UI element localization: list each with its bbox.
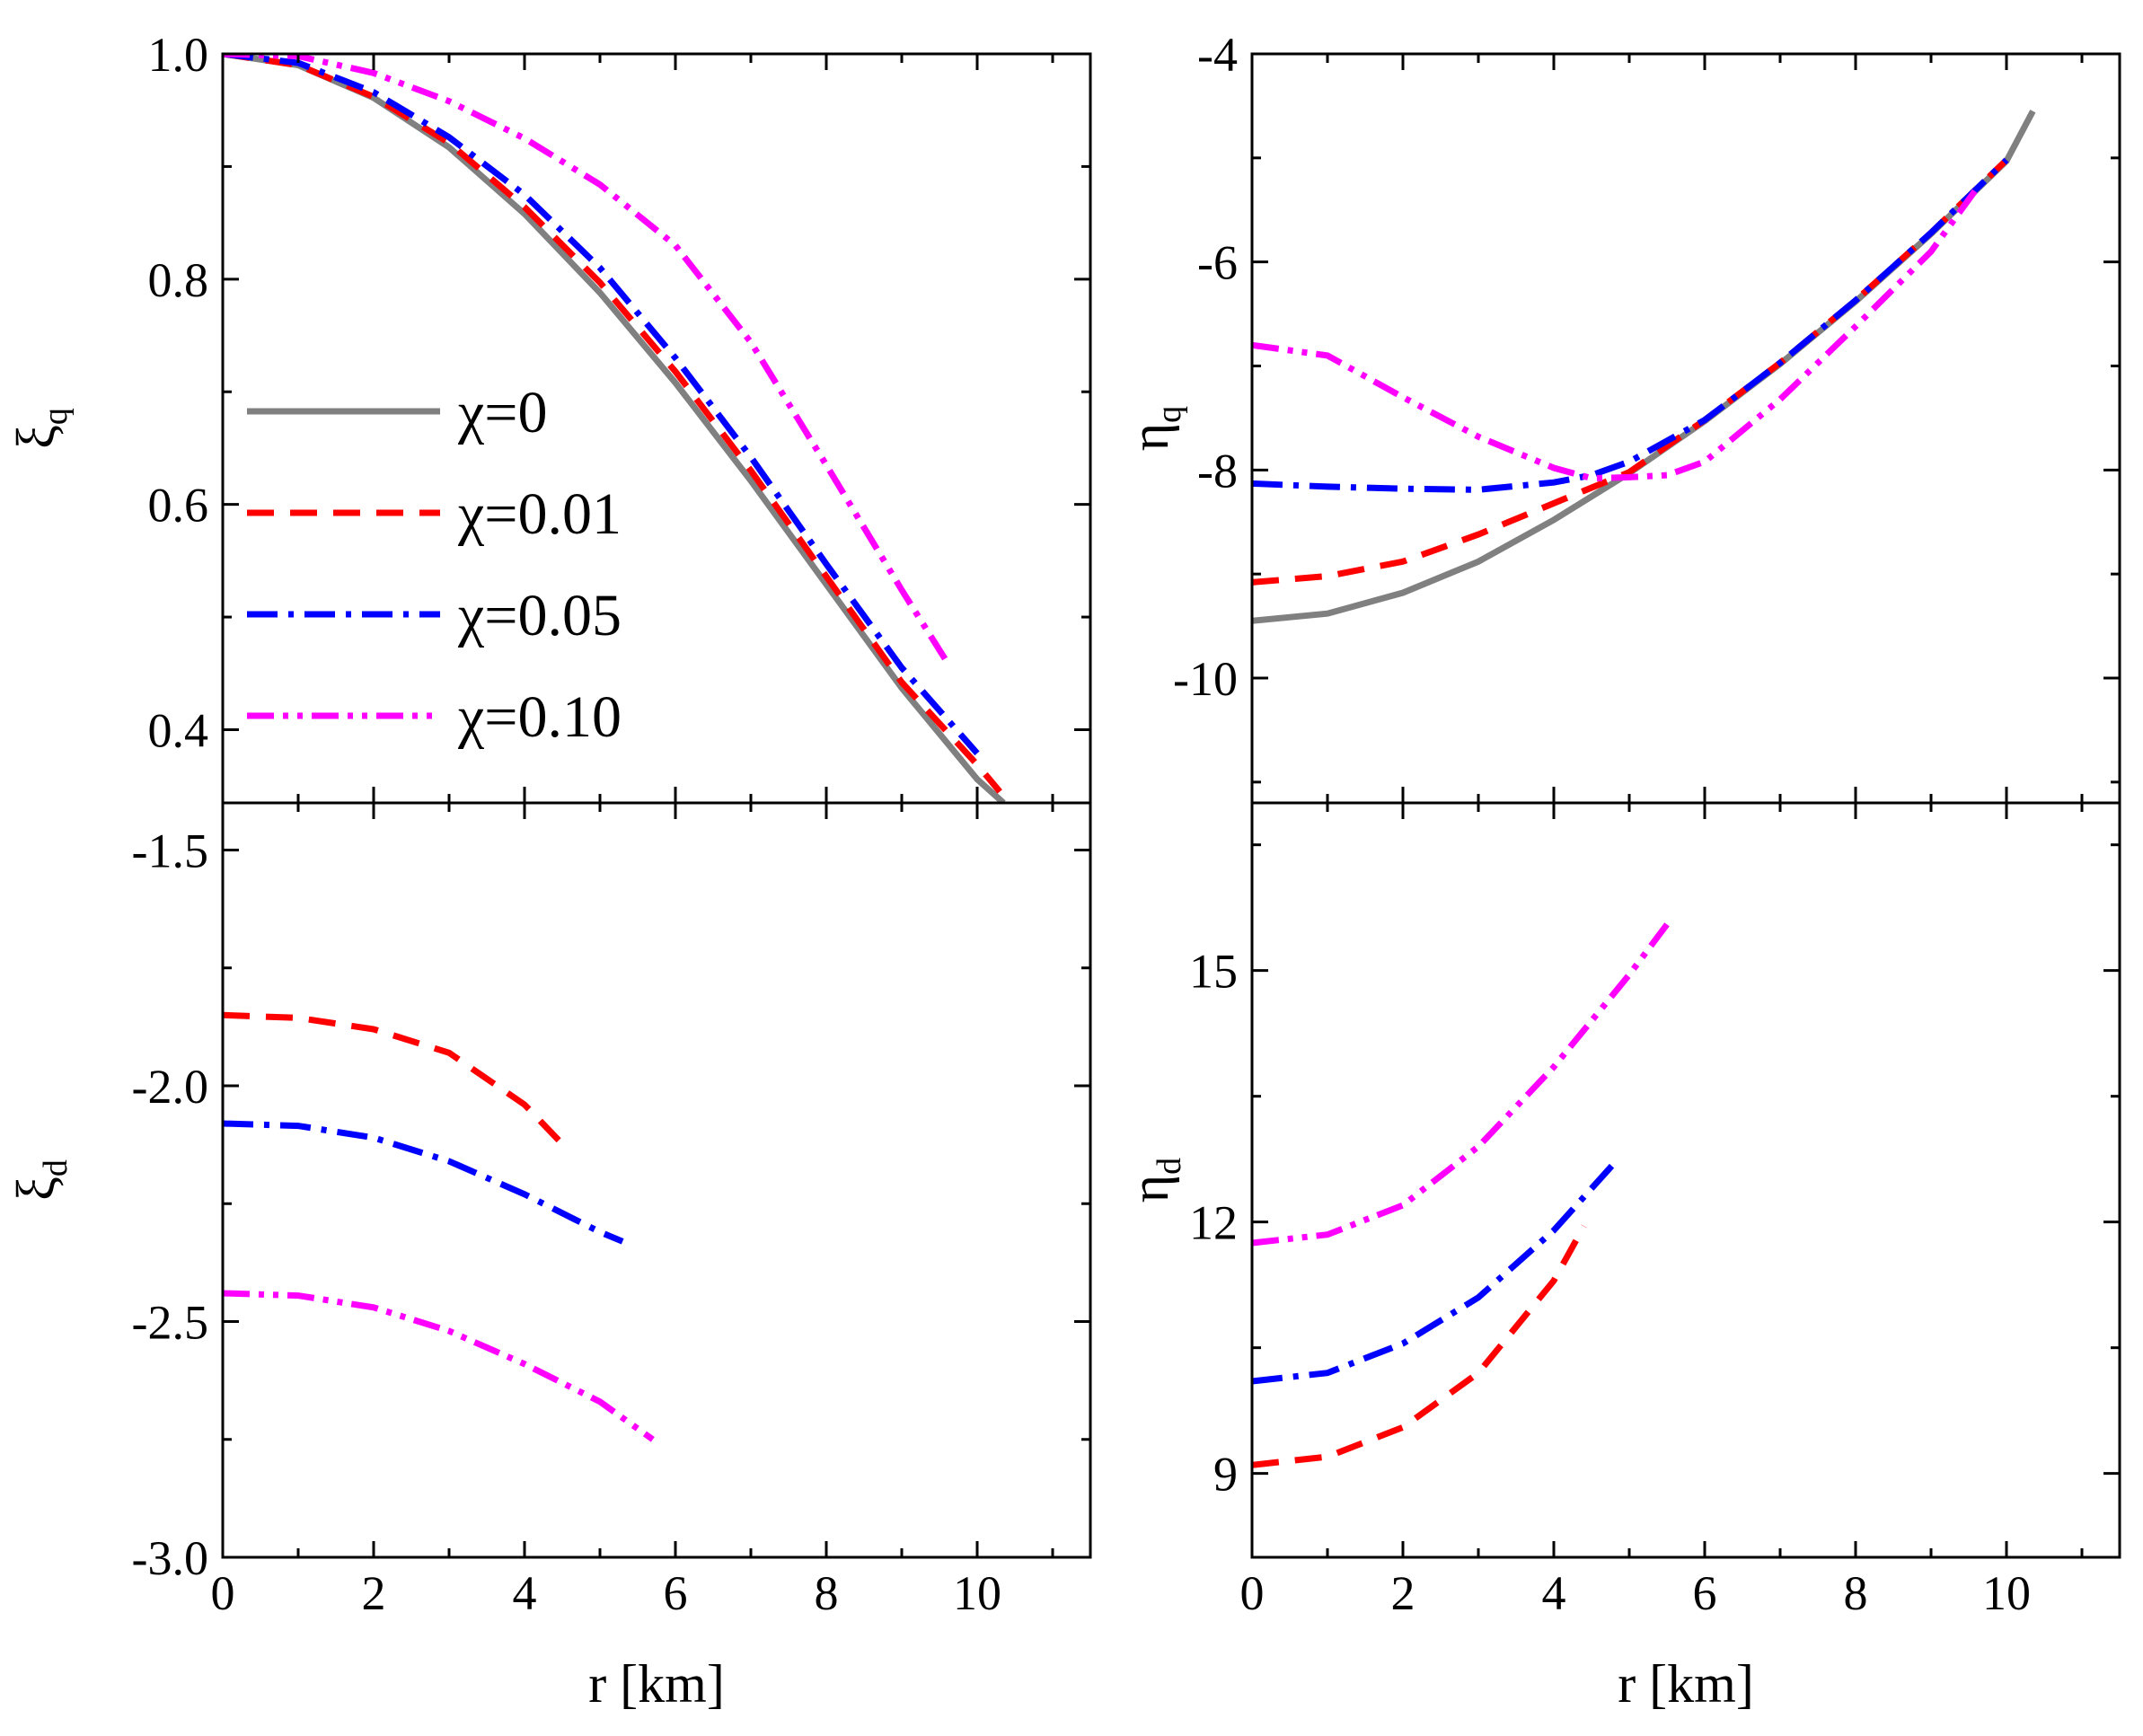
y-tick-label: 1.0 [148, 28, 209, 82]
y-tick-label: 12 [1189, 1196, 1238, 1250]
x-tick-label: 0 [211, 1566, 235, 1620]
y-axis-symbol: ξ [6, 1176, 66, 1201]
y-axis-title-xi_q: ξq [6, 408, 75, 449]
series-line-eta_q-chi001 [1252, 157, 2009, 586]
series-line-eta_q-chi010 [1252, 187, 1980, 482]
x-tick-label: 10 [953, 1566, 1001, 1620]
y-axis-subscript: d [1151, 1158, 1188, 1175]
y-tick-label: 9 [1213, 1448, 1238, 1502]
y-axis-symbol: η [1120, 1175, 1179, 1203]
y-axis-symbol: ξ [6, 425, 66, 449]
x-tick-label: 8 [1844, 1566, 1868, 1620]
y-tick-label: 0.6 [148, 479, 209, 533]
series-line-xi_d-chi005 [223, 1120, 624, 1245]
panel-xi_q: 0.4 0.6 0.8 1.0 ξq χ=0 χ=0.01 χ=0.05 χ=0.10 [6, 28, 1092, 805]
y-tick-label: 0.4 [148, 703, 209, 757]
y-axis-subscript: d [37, 1159, 75, 1176]
y-tick-label: -8 [1197, 444, 1238, 498]
x-tick-label: 6 [1693, 1566, 1717, 1620]
x-axis-title-eta_d: r [km] [1618, 1654, 1754, 1714]
x-tick-label: 4 [513, 1566, 537, 1620]
axis-frame-xi_q [221, 52, 1092, 805]
x-axis-title-xi_d: r [km] [588, 1654, 725, 1714]
y-tick-label: -2.0 [132, 1060, 208, 1114]
legend: χ=0 χ=0.01 χ=0.05 χ=0.10 [247, 380, 622, 750]
legend-label-chi001: χ=0.01 [457, 481, 622, 547]
y-axis-symbol: η [1120, 423, 1179, 451]
panel-eta_q: -10 -8 -6 -4 ηq [1120, 28, 2121, 805]
y-tick-label: -6 [1197, 236, 1238, 290]
series-line-xi_d-chi001 [223, 1011, 572, 1154]
series-line-xi_q-chi010 [223, 54, 950, 665]
axis-frame-eta_d [1250, 801, 2121, 1559]
series-line-eta_q-chi0 [1252, 110, 2036, 624]
y-axis-title-xi_d: ξd [6, 1159, 75, 1201]
x-tick-label: 8 [815, 1566, 839, 1620]
x-tick-label: 0 [1240, 1566, 1265, 1620]
y-axis-title-eta_d: ηd [1120, 1158, 1188, 1203]
x-tick-label: 4 [1542, 1566, 1566, 1620]
x-tick-label: 2 [362, 1566, 386, 1620]
x-tick-label: 2 [1391, 1566, 1415, 1620]
series-line-xi_q-chi001 [223, 54, 1002, 794]
series-line-eta_d-chi005 [1252, 1160, 1617, 1385]
series-line-xi_q-chi005 [223, 54, 980, 756]
y-tick-label: -3.0 [132, 1531, 208, 1585]
legend-label-chi0: χ=0 [457, 380, 548, 445]
y-tick-label: -2.5 [132, 1296, 208, 1350]
legend-label-chi010: χ=0.10 [457, 684, 622, 750]
y-axis-title-eta_q: ηq [1120, 406, 1188, 451]
y-tick-label: -4 [1197, 28, 1238, 82]
y-axis-subscript: q [1151, 406, 1188, 423]
axis-frame-xi_d [221, 801, 1092, 1559]
legend-label-chi005: χ=0.05 [457, 583, 622, 648]
y-axis-subscript: q [37, 408, 75, 425]
y-tick-label: 15 [1189, 945, 1238, 999]
x-tick-label: 10 [1982, 1566, 2031, 1620]
series-line-eta_q-chi005 [1252, 157, 2009, 493]
panel-xi_d: 0 2 4 6 8 10 -3.0 -2.5 -2.0 -1.5 ξd r [km] [6, 801, 1092, 1714]
series-line-eta_d-chi010 [1252, 922, 1670, 1247]
y-tick-label: -1.5 [132, 824, 208, 878]
series-line-xi_d-chi010 [223, 1290, 655, 1442]
y-tick-label: -10 [1173, 652, 1238, 706]
x-tick-label: 6 [664, 1566, 688, 1620]
y-tick-label: 0.8 [148, 253, 209, 307]
panel-eta_d: 0 2 4 6 8 10 9 12 15 ηd r [km] [1120, 801, 2121, 1714]
series-line-eta_d-chi001 [1252, 1224, 1587, 1468]
